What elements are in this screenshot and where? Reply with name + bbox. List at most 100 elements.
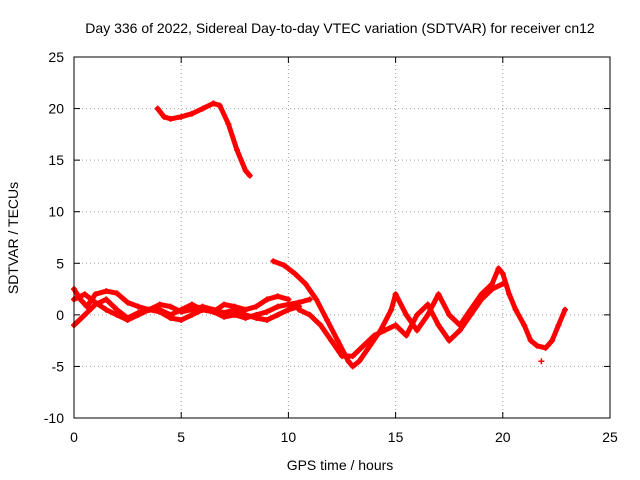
x-tick-label: 10	[281, 429, 297, 445]
data-point	[323, 317, 330, 324]
data-point	[135, 303, 142, 310]
data-point	[167, 314, 174, 321]
data-point	[83, 303, 90, 310]
data-point	[199, 306, 206, 313]
data-point	[263, 308, 270, 315]
data-point	[446, 337, 453, 344]
data-point	[242, 167, 249, 174]
data-point	[156, 301, 163, 308]
data-point	[478, 296, 485, 303]
data-point	[334, 337, 341, 344]
data-point	[210, 100, 217, 107]
series-high-arc	[154, 100, 253, 179]
data-point	[178, 308, 185, 315]
x-tick-label: 20	[495, 429, 511, 445]
data-point	[388, 306, 395, 313]
x-axis-label: GPS time / hours	[287, 457, 394, 473]
series-line	[296, 281, 506, 359]
data-point	[527, 337, 534, 344]
data-point	[499, 280, 506, 287]
data-point	[467, 311, 474, 318]
data-point	[124, 299, 131, 306]
data-point	[188, 110, 195, 117]
data-point	[210, 308, 217, 315]
data-point	[263, 296, 270, 303]
data-point	[113, 311, 120, 318]
data-point	[281, 262, 288, 269]
data-point	[296, 306, 303, 313]
y-tick-label: 20	[48, 101, 64, 117]
data-point	[435, 322, 442, 329]
data-point	[188, 306, 195, 313]
series-isolated-point	[538, 358, 545, 365]
data-point	[306, 296, 313, 303]
data-point	[285, 296, 292, 303]
data-point	[302, 280, 309, 287]
data-point	[246, 172, 253, 179]
data-point	[403, 311, 410, 318]
data-point	[253, 311, 260, 318]
data-point	[242, 306, 249, 313]
series-layer	[71, 100, 568, 370]
data-point	[225, 121, 232, 128]
data-point	[81, 311, 88, 318]
x-tick-label: 5	[177, 429, 185, 445]
data-point	[356, 358, 363, 365]
data-point	[360, 342, 367, 349]
data-point	[317, 322, 324, 329]
data-point	[199, 105, 206, 112]
data-point	[135, 311, 142, 318]
data-point	[188, 301, 195, 308]
tick-layer: 0 5 10 15 20 25 -10 -5 0 5 10 15 20 25	[44, 49, 618, 445]
x-tick-label: 25	[602, 429, 618, 445]
data-point	[154, 105, 161, 112]
data-point	[253, 303, 260, 310]
data-point	[274, 293, 281, 300]
data-point	[392, 322, 399, 329]
y-tick-label: 5	[56, 255, 64, 271]
data-point	[103, 288, 110, 295]
data-point	[371, 332, 378, 339]
data-point	[506, 291, 513, 298]
data-point	[178, 317, 185, 324]
data-point	[521, 322, 528, 329]
data-point	[231, 311, 238, 318]
data-point	[512, 306, 519, 313]
data-point	[366, 342, 373, 349]
data-point	[296, 299, 303, 306]
data-point	[381, 327, 388, 334]
data-point	[233, 146, 240, 153]
data-point	[542, 344, 549, 351]
y-tick-label: 10	[48, 204, 64, 220]
data-point	[345, 358, 352, 365]
series-line	[71, 296, 302, 328]
data-point	[424, 301, 431, 308]
data-point	[489, 286, 496, 293]
data-point	[313, 296, 320, 303]
data-point	[270, 258, 277, 265]
data-point	[221, 313, 228, 320]
data-point	[456, 327, 463, 334]
data-point	[221, 301, 228, 308]
data-point	[178, 113, 185, 120]
series-main-path	[270, 258, 568, 370]
data-point	[291, 270, 298, 277]
data-point	[113, 290, 120, 297]
chart-title: Day 336 of 2022, Sidereal Day-to-day VTE…	[85, 20, 595, 36]
y-tick-label: -10	[44, 410, 64, 426]
data-point	[392, 291, 399, 298]
data-point	[414, 327, 421, 334]
data-point	[403, 332, 410, 339]
y-tick-label: 25	[48, 49, 64, 65]
data-point	[446, 311, 453, 318]
data-point	[555, 322, 562, 329]
series-line	[71, 286, 291, 318]
data-point	[274, 311, 281, 318]
y-tick-label: 0	[56, 307, 64, 323]
data-point	[499, 270, 506, 277]
data-point	[81, 291, 88, 298]
data-point	[489, 280, 496, 287]
data-point	[538, 358, 545, 365]
data-point	[274, 303, 281, 310]
x-tick-label: 0	[70, 429, 78, 445]
